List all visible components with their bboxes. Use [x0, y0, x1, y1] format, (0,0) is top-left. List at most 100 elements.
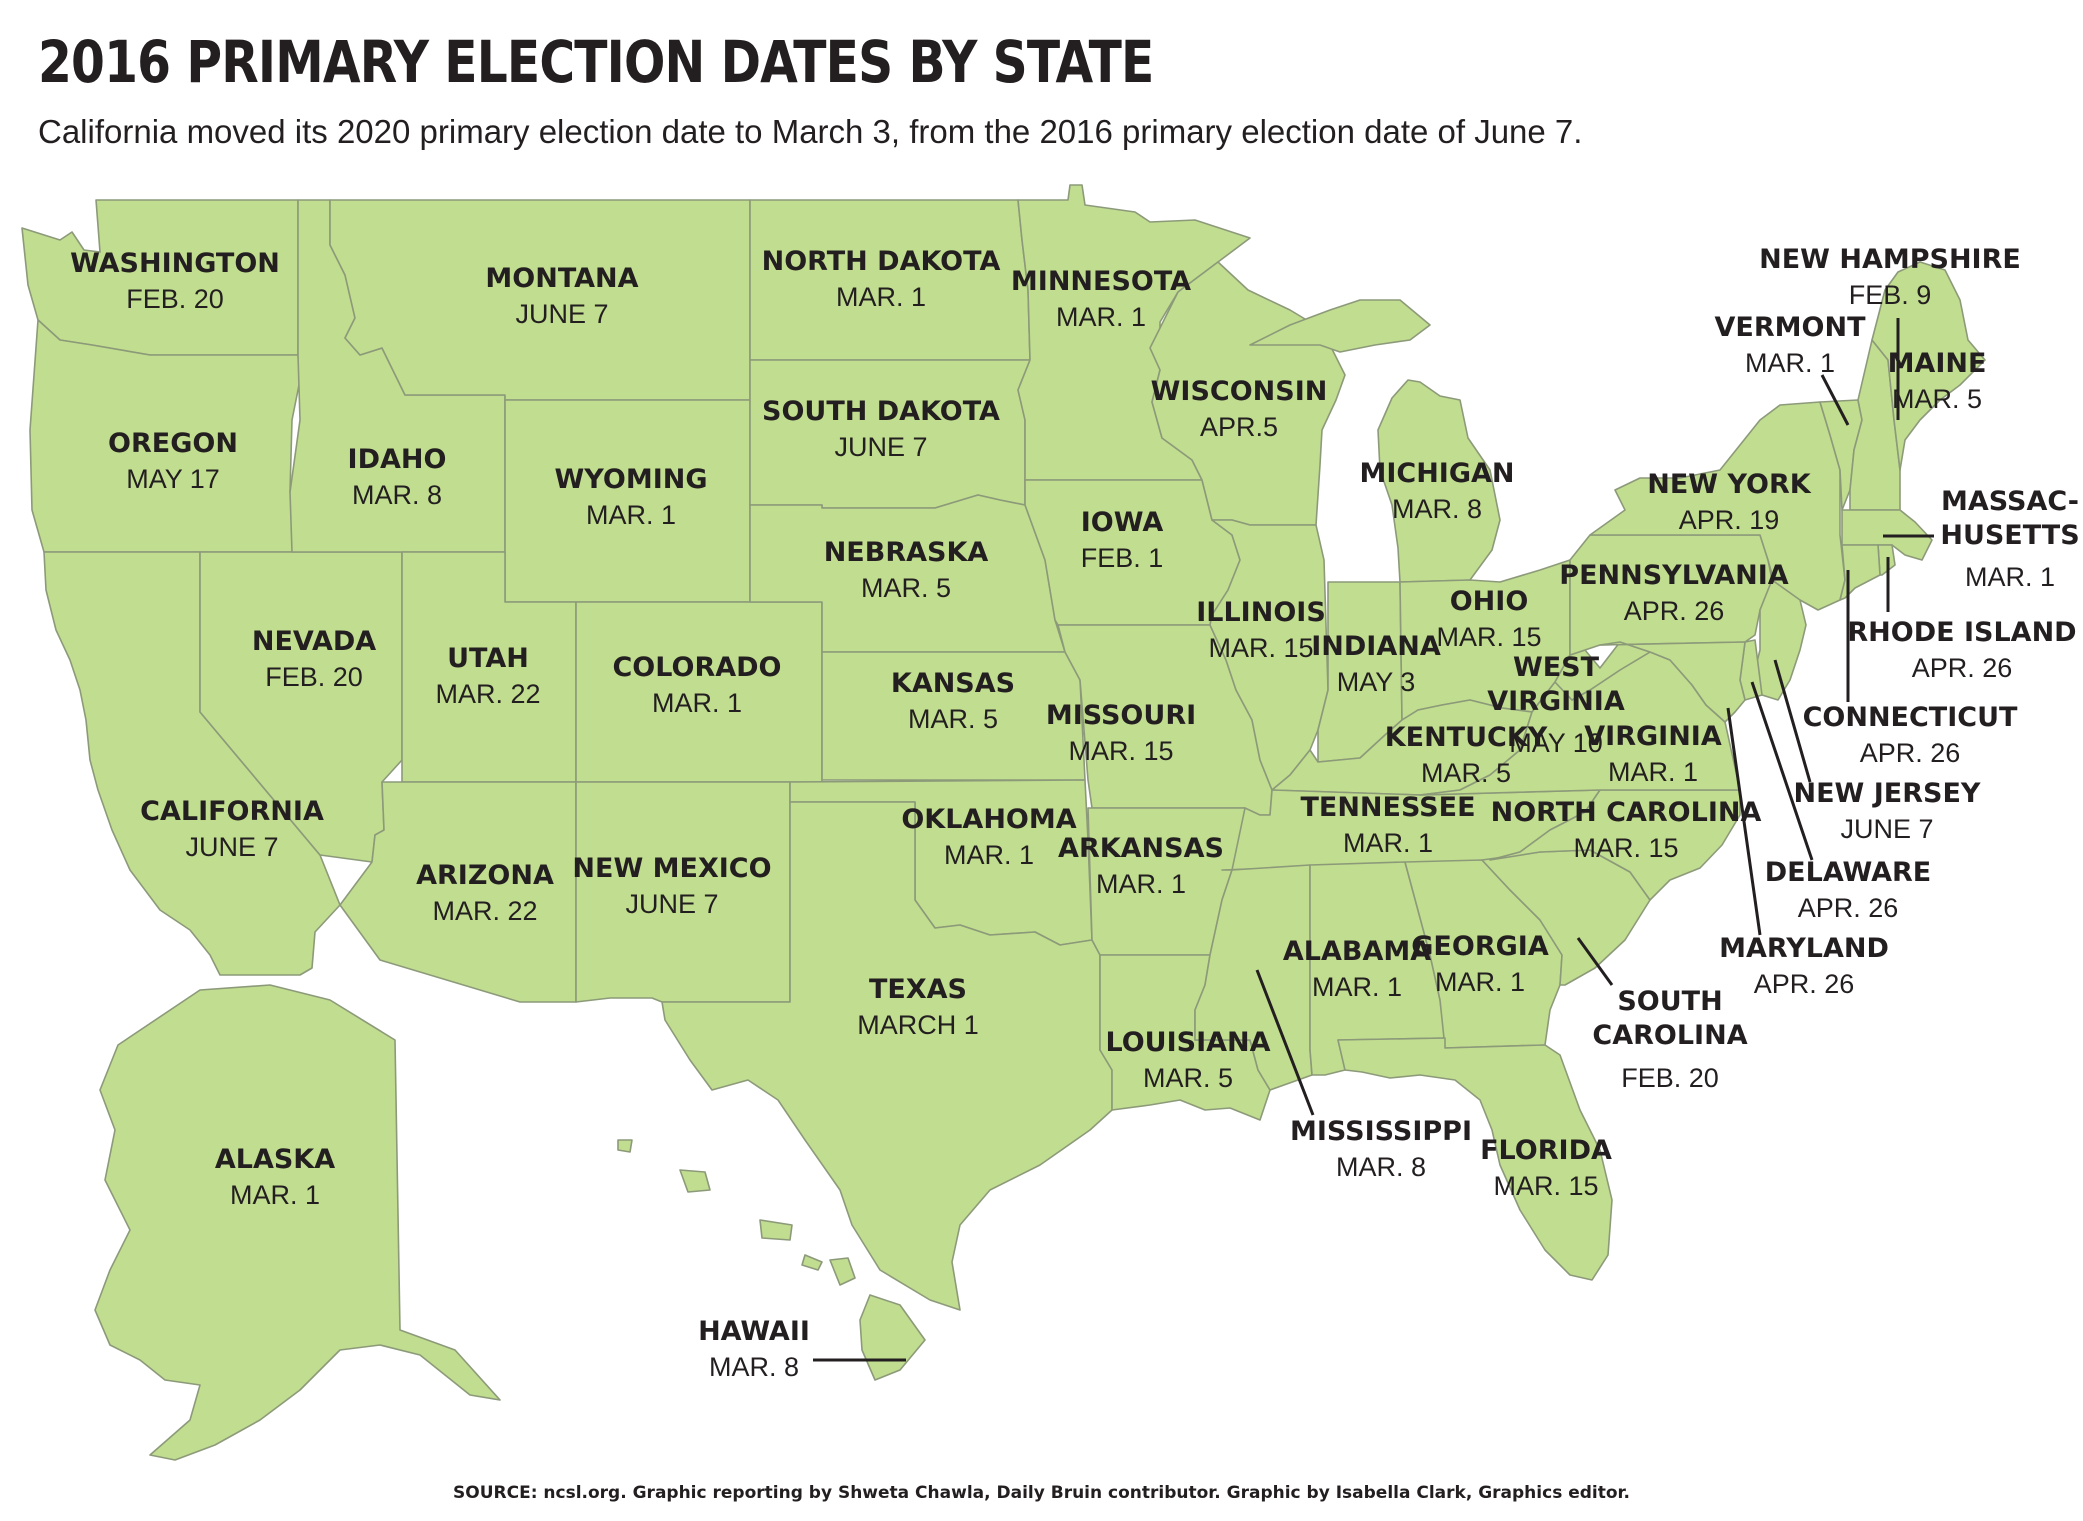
- state-shape-california: [43, 551, 341, 976]
- state-shape-north-dakota: [749, 199, 1031, 361]
- state-name-minnesota: MINNESOTA: [1011, 266, 1191, 297]
- state-name-illinois: ILLINOIS: [1196, 597, 1326, 628]
- source-credit: SOURCE: ncsl.org. Graphic reporting by S…: [453, 1483, 1630, 1503]
- state-name-delaware: DELAWARE: [1765, 857, 1931, 888]
- state-date-montana: JUNE 7: [515, 299, 608, 329]
- state-name-oregon: OREGON: [108, 428, 238, 459]
- state-shape-connecticut: [1839, 544, 1881, 601]
- state-name-wisconsin: WISCONSIN: [1151, 376, 1328, 407]
- state-shape-maine: [1871, 261, 1986, 471]
- state-date-georgia: MAR. 1: [1435, 967, 1525, 997]
- state-shape-west-virginia: [1554, 641, 1651, 701]
- state-name-nevada: NEVADA: [252, 626, 376, 657]
- state-date-florida: MAR. 15: [1493, 1171, 1598, 1201]
- leader-line-maryland: [1726, 707, 1762, 936]
- state-date-louisiana: MAR. 5: [1143, 1063, 1233, 1093]
- state-name-south-dakota: SOUTH DAKOTA: [762, 396, 1000, 427]
- state-name-tennessee: TENNESSEE: [1300, 792, 1475, 823]
- state-name-kansas: KANSAS: [891, 668, 1015, 699]
- state-date-utah: MAR. 22: [435, 679, 540, 709]
- state-name-arkansas: ARKANSAS: [1058, 833, 1224, 864]
- state-date-illinois: MAR. 15: [1208, 633, 1313, 663]
- state-name-idaho: IDAHO: [348, 444, 447, 475]
- state-date-kansas: MAR. 5: [908, 704, 998, 734]
- state-date-new-mexico: JUNE 7: [625, 889, 718, 919]
- map-subtitle: California moved its 2020 primary electi…: [38, 113, 1583, 150]
- state-date-south-carolina: FEB. 20: [1621, 1063, 1719, 1093]
- state-date-nevada: FEB. 20: [265, 662, 363, 692]
- state-date-oklahoma: MAR. 1: [944, 840, 1034, 870]
- leader-lines: [813, 318, 1934, 1362]
- state-name-mississippi: MISSISSIPPI: [1290, 1116, 1472, 1147]
- state-name-washington: WASHINGTON: [70, 248, 280, 279]
- state-date-missouri: MAR. 15: [1068, 736, 1173, 766]
- state-shape-alaska: [94, 984, 501, 1461]
- state-date-pennsylvania: APR. 26: [1624, 596, 1725, 626]
- state-shape-michigan-1: [1249, 299, 1431, 353]
- state-name-wyoming: WYOMING: [555, 464, 708, 495]
- state-name-oklahoma: OKLAHOMA: [901, 804, 1076, 835]
- state-date-indiana: MAY 3: [1337, 667, 1416, 697]
- state-date-north-dakota: MAR. 1: [836, 282, 926, 312]
- state-date-california: JUNE 7: [185, 832, 278, 862]
- leader-line-mississippi: [1255, 969, 1315, 1116]
- state-date-texas: MARCH 1: [857, 1010, 979, 1040]
- state-date-wisconsin: APR.5: [1200, 412, 1278, 442]
- state-name-california: CALIFORNIA: [140, 796, 324, 827]
- leader-line-vermont: [1820, 374, 1850, 426]
- state-name-north-dakota: NORTH DAKOTA: [762, 246, 1001, 277]
- state-name-texas: TEXAS: [869, 974, 967, 1005]
- state-name-virginia: VIRGINIA: [1584, 721, 1722, 752]
- state-date-alabama: MAR. 1: [1312, 972, 1402, 1002]
- state-name-north-carolina: NORTH CAROLINA: [1491, 797, 1762, 828]
- state-name-michigan: MICHIGAN: [1359, 458, 1514, 489]
- state-name-west-virginia: WEST VIRGINIA: [1487, 652, 1625, 717]
- state-name-new-york: NEW YORK: [1647, 469, 1812, 500]
- state-shape-hawaii-3: [759, 1219, 793, 1241]
- state-date-nebraska: MAR. 5: [861, 573, 951, 603]
- leader-line-new-jersey: [1773, 659, 1812, 783]
- state-date-hawaii: MAR. 8: [709, 1352, 799, 1382]
- state-shape-maryland: [1599, 641, 1746, 723]
- state-name-vermont: VERMONT: [1715, 312, 1867, 343]
- state-date-maine: MAR. 5: [1892, 384, 1982, 414]
- state-name-south-carolina: SOUTH CAROLINA: [1592, 986, 1747, 1051]
- state-date-idaho: MAR. 8: [352, 480, 442, 510]
- state-name-hawaii: HAWAII: [698, 1316, 810, 1347]
- state-date-mississippi: MAR. 8: [1336, 1152, 1426, 1182]
- state-date-wyoming: MAR. 1: [586, 500, 676, 530]
- state-shape-pennsylvania: [1569, 534, 1773, 656]
- state-name-missouri: MISSOURI: [1046, 700, 1196, 731]
- state-name-new-hampshire: NEW HAMPSHIRE: [1759, 244, 2021, 275]
- state-date-vermont: MAR. 1: [1745, 348, 1835, 378]
- leader-line-south-carolina: [1576, 937, 1614, 986]
- state-shape-hawaii-4: [679, 1169, 711, 1193]
- state-date-new-hampshire: FEB. 9: [1849, 280, 1932, 310]
- state-name-kentucky: KENTUCKY: [1385, 722, 1548, 753]
- state-date-delaware: APR. 26: [1798, 893, 1899, 923]
- state-date-south-dakota: JUNE 7: [834, 432, 927, 462]
- state-date-oregon: MAY 17: [126, 464, 220, 494]
- state-name-indiana: INDIANA: [1311, 631, 1441, 662]
- state-date-kentucky: MAR. 5: [1421, 758, 1511, 788]
- state-name-alaska: ALASKA: [215, 1144, 335, 1175]
- state-shape-illinois: [1209, 519, 1329, 791]
- state-date-ohio: MAR. 15: [1436, 622, 1541, 652]
- state-name-florida: FLORIDA: [1480, 1135, 1612, 1166]
- map-title: 2016 PRIMARY ELECTION DATES BY STATE: [38, 28, 1154, 96]
- state-name-new-mexico: NEW MEXICO: [572, 853, 771, 884]
- state-date-arizona: MAR. 22: [432, 896, 537, 926]
- state-date-connecticut: APR. 26: [1860, 738, 1961, 768]
- state-date-massachusetts: MAR. 1: [1965, 562, 2055, 592]
- state-name-alabama: ALABAMA: [1283, 936, 1431, 967]
- state-name-utah: UTAH: [447, 643, 529, 674]
- state-name-arizona: ARIZONA: [416, 860, 554, 891]
- state-date-new-jersey: JUNE 7: [1840, 814, 1933, 844]
- state-shape-kansas: [821, 651, 1086, 781]
- state-shape-hawaii-2: [801, 1254, 823, 1271]
- state-shape-oregon: [29, 319, 301, 553]
- state-shape-florida: [1337, 1037, 1613, 1281]
- state-name-connecticut: CONNECTICUT: [1803, 702, 2018, 733]
- state-name-pennsylvania: PENNSYLVANIA: [1559, 560, 1789, 591]
- state-name-iowa: IOWA: [1081, 507, 1164, 538]
